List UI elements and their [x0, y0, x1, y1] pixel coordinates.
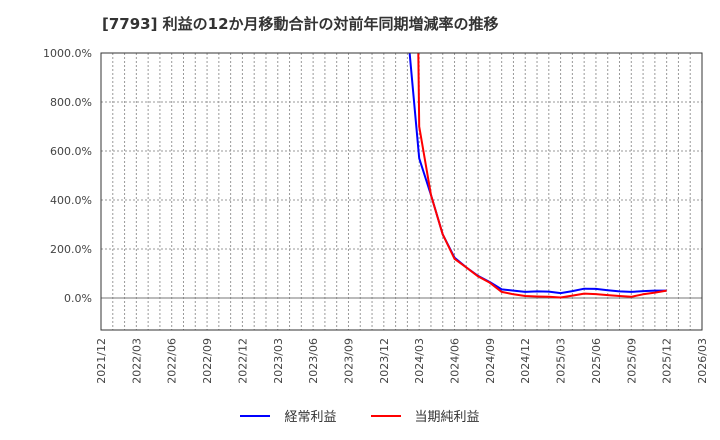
x-tick-label: 2023/09 [342, 338, 355, 384]
y-tick-label: 400.0% [50, 194, 92, 207]
x-tick-label: 2023/06 [307, 338, 320, 384]
x-axis: 2021/12 2022/03 2022/06 2022/09 2022/12 2023/… [95, 338, 709, 384]
y-axis: 1000.0% 800.0% 600.0% 400.0% 200.0% 0.0% [43, 47, 92, 305]
y-tick-label: 600.0% [50, 145, 92, 158]
legend: 経常利益 当期純利益 [0, 406, 720, 425]
legend-label: 当期純利益 [414, 410, 480, 425]
legend-item-net-profit: 当期純利益 [370, 406, 480, 425]
x-tick-label: 2025/06 [590, 338, 603, 384]
x-tick-label: 2024/06 [449, 338, 462, 384]
blue-line-swatch-icon [240, 414, 271, 417]
x-tick-label: 2022/09 [201, 338, 214, 384]
x-tick-label: 2025/03 [555, 338, 568, 384]
x-tick-label: 2023/03 [272, 338, 285, 384]
x-tick-label: 2024/03 [413, 338, 426, 384]
x-tick-label: 2023/12 [378, 338, 391, 384]
y-tick-label: 200.0% [50, 243, 92, 256]
red-line-swatch-icon [370, 414, 401, 417]
x-tick-label: 2021/12 [95, 338, 108, 384]
x-tick-label: 2022/12 [236, 338, 249, 384]
y-tick-label: 800.0% [50, 96, 92, 109]
grid-lines [101, 53, 702, 330]
plot-frame [100, 52, 703, 331]
x-tick-label: 2022/03 [130, 338, 143, 384]
legend-label: 経常利益 [284, 410, 337, 425]
y-tick-label: 0.0% [64, 292, 92, 305]
x-tick-label: 2024/09 [484, 338, 497, 384]
chart-title: [7793] 利益の12か月移動合計の対前年同期増減率の推移 [102, 15, 499, 33]
legend-item-ordinary-profit: 経常利益 [240, 406, 337, 425]
x-tick-label: 2025/12 [661, 338, 674, 384]
x-tick-label: 2024/12 [519, 338, 532, 384]
y-tick-label: 1000.0% [43, 47, 92, 60]
net-profit-line [417, 53, 667, 299]
x-tick-label: 2025/09 [625, 338, 638, 384]
x-tick-label: 2022/06 [166, 338, 179, 384]
data-lines [408, 53, 667, 299]
x-tick-label: 2026/03 [696, 338, 709, 384]
